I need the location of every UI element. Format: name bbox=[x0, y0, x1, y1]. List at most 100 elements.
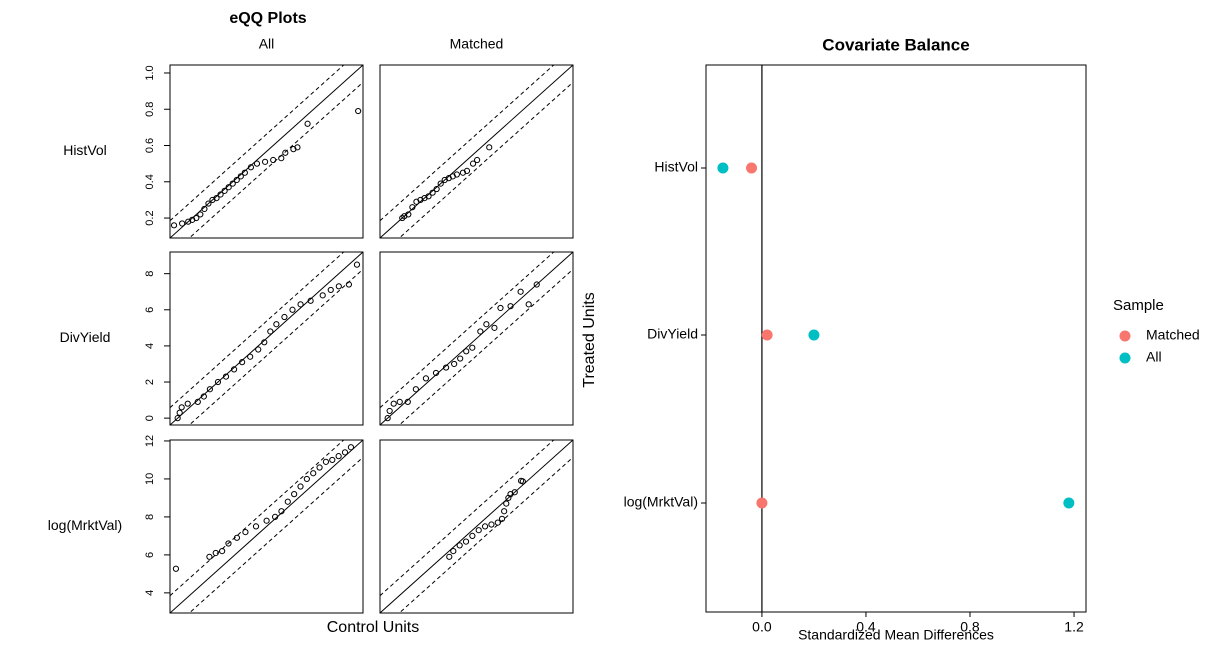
qq-point bbox=[282, 149, 289, 156]
qq-point bbox=[322, 458, 330, 465]
qq-point bbox=[457, 355, 464, 362]
qq-point bbox=[519, 478, 526, 485]
qq-point bbox=[174, 415, 181, 422]
qq-point bbox=[341, 449, 349, 456]
qq-point bbox=[486, 144, 493, 151]
qq-point bbox=[307, 297, 314, 304]
qq-point bbox=[178, 404, 185, 411]
panel-frame bbox=[379, 251, 574, 426]
identity-line bbox=[170, 252, 363, 425]
qq-point bbox=[503, 500, 510, 507]
qq-point bbox=[310, 470, 317, 477]
qq-point bbox=[422, 375, 430, 382]
qq-point bbox=[297, 301, 304, 308]
qq-point bbox=[384, 415, 391, 422]
dot bbox=[1063, 497, 1075, 509]
y-tick-label: 0 bbox=[144, 415, 156, 421]
qq-point bbox=[278, 508, 285, 515]
qq-point bbox=[437, 180, 444, 187]
qq-point bbox=[213, 195, 220, 202]
column-label: Matched bbox=[450, 36, 504, 52]
qq-point bbox=[271, 513, 279, 521]
panel bbox=[380, 440, 573, 613]
qq-point bbox=[409, 204, 416, 211]
qq-point bbox=[347, 444, 355, 451]
chart-title: eQQ Plots bbox=[229, 10, 306, 27]
qq-point bbox=[201, 205, 208, 213]
band-line bbox=[380, 440, 555, 597]
legend-swatch bbox=[1119, 352, 1131, 364]
x-tick-label: 1.2 bbox=[1064, 619, 1084, 635]
qq-point bbox=[335, 453, 342, 460]
y-tick-label: DivYield bbox=[647, 326, 698, 342]
qq-point bbox=[270, 156, 277, 164]
qq-point bbox=[425, 193, 432, 200]
qq-point bbox=[242, 529, 249, 536]
qq-point bbox=[507, 303, 514, 310]
qq-point bbox=[261, 339, 268, 346]
qq-point bbox=[477, 328, 484, 335]
qq-point bbox=[206, 386, 213, 393]
qq-point bbox=[433, 185, 440, 193]
y-tick-label: 0.6 bbox=[144, 138, 156, 153]
y-tick-label: HistVol bbox=[654, 159, 698, 175]
qq-point bbox=[481, 523, 489, 530]
panel bbox=[170, 65, 363, 238]
qq-point bbox=[316, 464, 323, 471]
qq-point bbox=[278, 155, 285, 162]
qq-point bbox=[525, 301, 532, 308]
y-tick-label: 10 bbox=[144, 473, 156, 485]
panel bbox=[170, 252, 363, 425]
qq-point bbox=[197, 211, 204, 218]
qq-point bbox=[327, 286, 334, 294]
y-tick-label: 0.4 bbox=[144, 174, 156, 189]
qq-point bbox=[281, 313, 288, 321]
qq-point bbox=[494, 519, 501, 526]
y-axis-label: Treated Units bbox=[581, 292, 598, 387]
qq-point bbox=[405, 211, 412, 218]
x-axis-label: Control Units bbox=[327, 619, 419, 636]
qq-point bbox=[355, 107, 362, 115]
qq-point bbox=[469, 532, 476, 540]
qq-point bbox=[194, 398, 201, 405]
row-label: log(MrktVal) bbox=[48, 517, 122, 533]
qq-point bbox=[463, 348, 470, 355]
qq-point bbox=[255, 346, 262, 353]
dot bbox=[808, 329, 820, 341]
y-tick-label: 0.2 bbox=[144, 210, 156, 225]
qq-point bbox=[273, 321, 280, 328]
qq-point bbox=[247, 164, 255, 171]
qq-point bbox=[497, 304, 504, 312]
qq-point bbox=[533, 281, 540, 288]
identity-line bbox=[380, 252, 573, 425]
band-line bbox=[188, 268, 363, 425]
legend-label: Matched bbox=[1146, 327, 1200, 343]
qq-point bbox=[474, 156, 481, 164]
qq-point bbox=[345, 281, 352, 288]
qq-point bbox=[451, 360, 458, 368]
qq-point bbox=[412, 386, 419, 393]
legend-swatch bbox=[1119, 330, 1131, 342]
qq-point bbox=[475, 527, 482, 534]
row-label: DivYield bbox=[60, 329, 111, 345]
qq-point bbox=[456, 542, 463, 549]
qq-point bbox=[319, 292, 326, 299]
qq-point bbox=[390, 400, 397, 407]
qq-point bbox=[353, 261, 361, 268]
y-tick-label: 1.0 bbox=[144, 65, 156, 80]
qq-point bbox=[170, 222, 178, 229]
qq-point bbox=[176, 409, 183, 416]
panel-frame bbox=[169, 251, 364, 426]
column-label: All bbox=[259, 36, 275, 52]
panel bbox=[170, 440, 363, 613]
qq-point bbox=[404, 398, 411, 405]
panel-frame bbox=[379, 64, 574, 239]
y-tick-label: 8 bbox=[144, 271, 156, 277]
qq-point bbox=[517, 288, 524, 295]
y-tick-label: 12 bbox=[144, 435, 156, 447]
x-tick-label: 0.4 bbox=[856, 619, 876, 635]
qq-point bbox=[442, 364, 450, 371]
qq-point bbox=[221, 187, 228, 194]
qq-point bbox=[219, 547, 226, 555]
